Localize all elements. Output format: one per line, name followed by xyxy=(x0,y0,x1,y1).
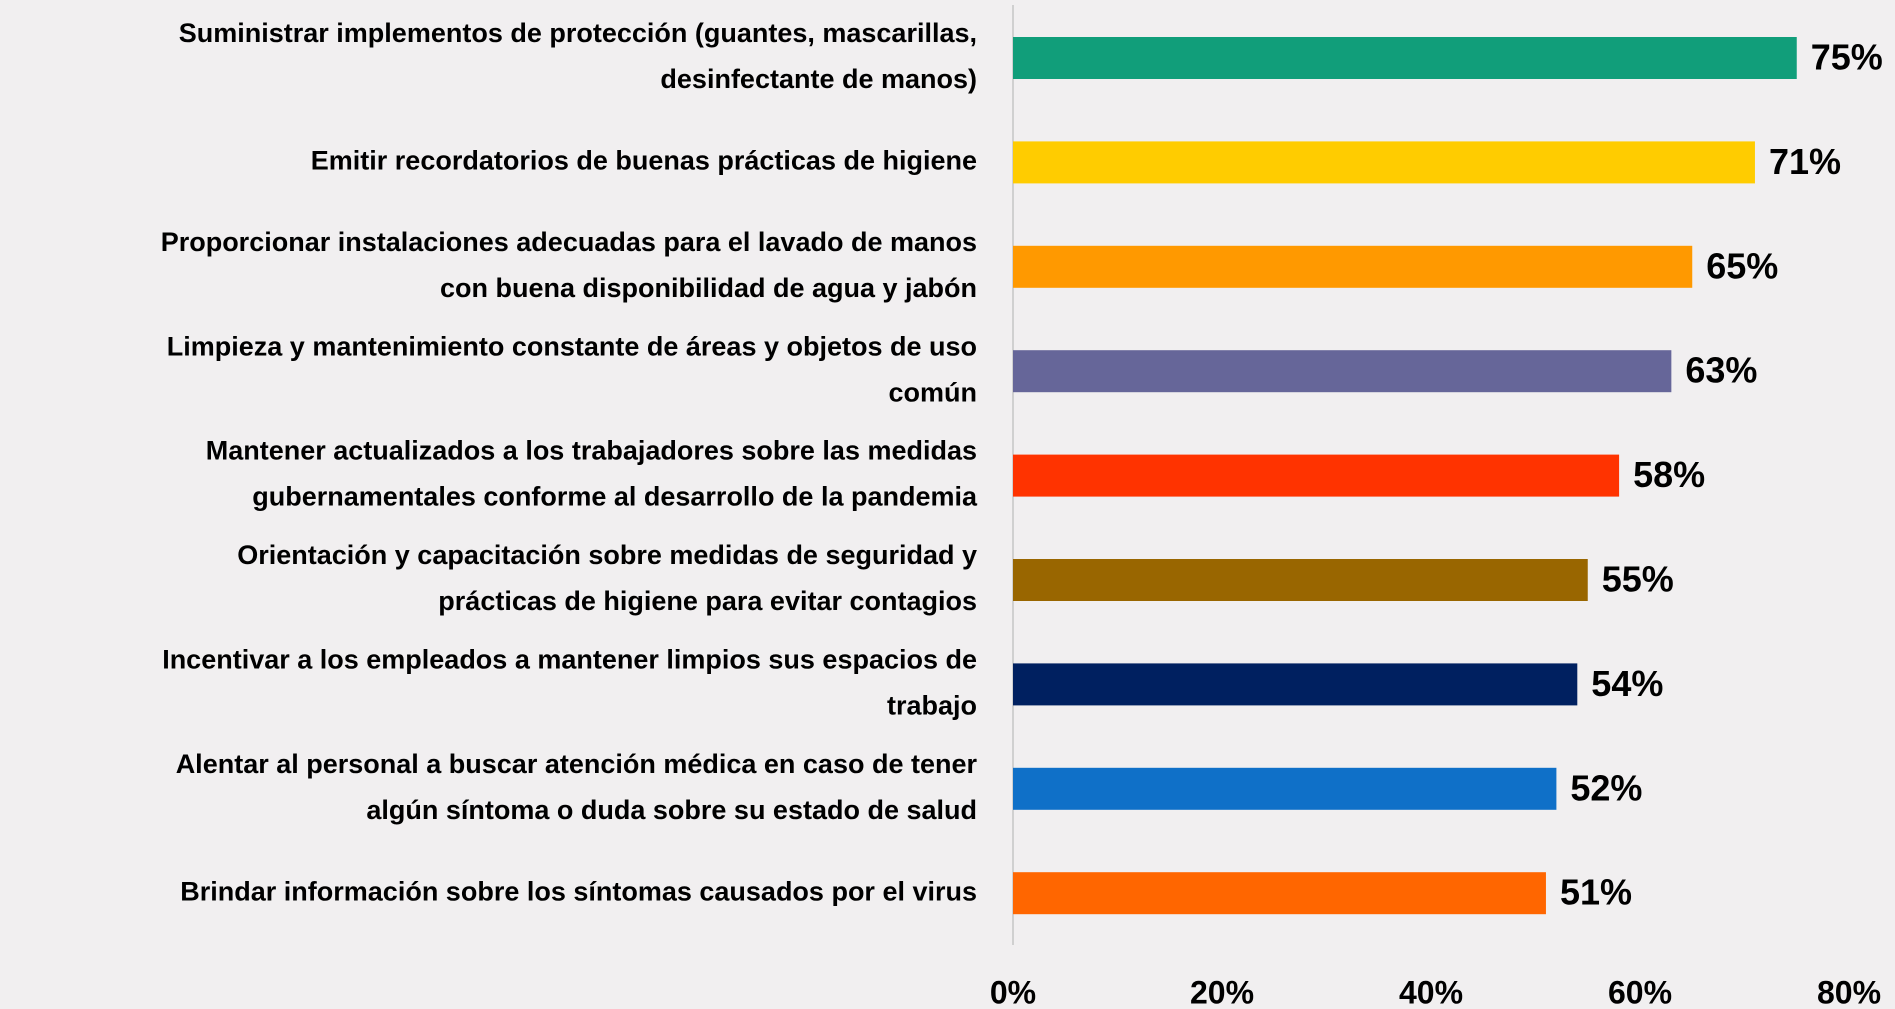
category-label: Suministrar implementos de protección (g… xyxy=(179,18,977,48)
bar xyxy=(1013,872,1546,915)
category-label: Proporcionar instalaciones adecuadas par… xyxy=(161,227,977,257)
x-tick-label: 60% xyxy=(1608,974,1672,1009)
bar xyxy=(1013,559,1588,601)
bar xyxy=(1013,141,1755,184)
bar xyxy=(1013,663,1578,706)
bar xyxy=(1013,454,1620,497)
data-label: 58% xyxy=(1633,454,1705,495)
bar xyxy=(1013,245,1693,288)
data-label: 55% xyxy=(1602,559,1674,600)
category-label: gubernamentales conforme al desarrollo d… xyxy=(252,482,978,512)
x-tick-label: 40% xyxy=(1399,974,1463,1009)
category-label: Alentar al personal a buscar atención mé… xyxy=(176,749,978,779)
category-label: Mantener actualizados a los trabajadores… xyxy=(206,436,977,466)
x-tick-label: 0% xyxy=(990,974,1036,1009)
x-tick-label: 80% xyxy=(1817,974,1881,1009)
data-label: 52% xyxy=(1570,767,1642,808)
category-label: con buena disponibilidad de agua y jabón xyxy=(440,273,977,303)
data-label: 51% xyxy=(1560,872,1632,913)
category-label: Incentivar a los empleados a mantener li… xyxy=(162,645,977,675)
data-label: 71% xyxy=(1769,141,1841,182)
data-label: 54% xyxy=(1591,663,1663,704)
category-label: Orientación y capacitación sobre medidas… xyxy=(237,540,977,570)
category-label: prácticas de higiene para evitar contagi… xyxy=(438,586,977,616)
category-label: Brindar información sobre los síntomas c… xyxy=(180,876,977,906)
bar xyxy=(1013,767,1557,810)
category-label: algún síntoma o duda sobre su estado de … xyxy=(366,795,977,825)
bar xyxy=(1013,37,1797,79)
bar xyxy=(1013,350,1672,393)
category-label: Emitir recordatorios de buenas prácticas… xyxy=(311,146,977,176)
data-label: 65% xyxy=(1706,245,1778,286)
data-label: 75% xyxy=(1811,37,1883,78)
data-label: 63% xyxy=(1685,350,1757,391)
category-label: común xyxy=(888,377,977,407)
category-label: trabajo xyxy=(887,691,977,721)
category-label: desinfectante de manos) xyxy=(660,64,977,94)
category-label: Limpieza y mantenimiento constante de ár… xyxy=(167,331,977,361)
x-tick-label: 20% xyxy=(1190,974,1254,1009)
